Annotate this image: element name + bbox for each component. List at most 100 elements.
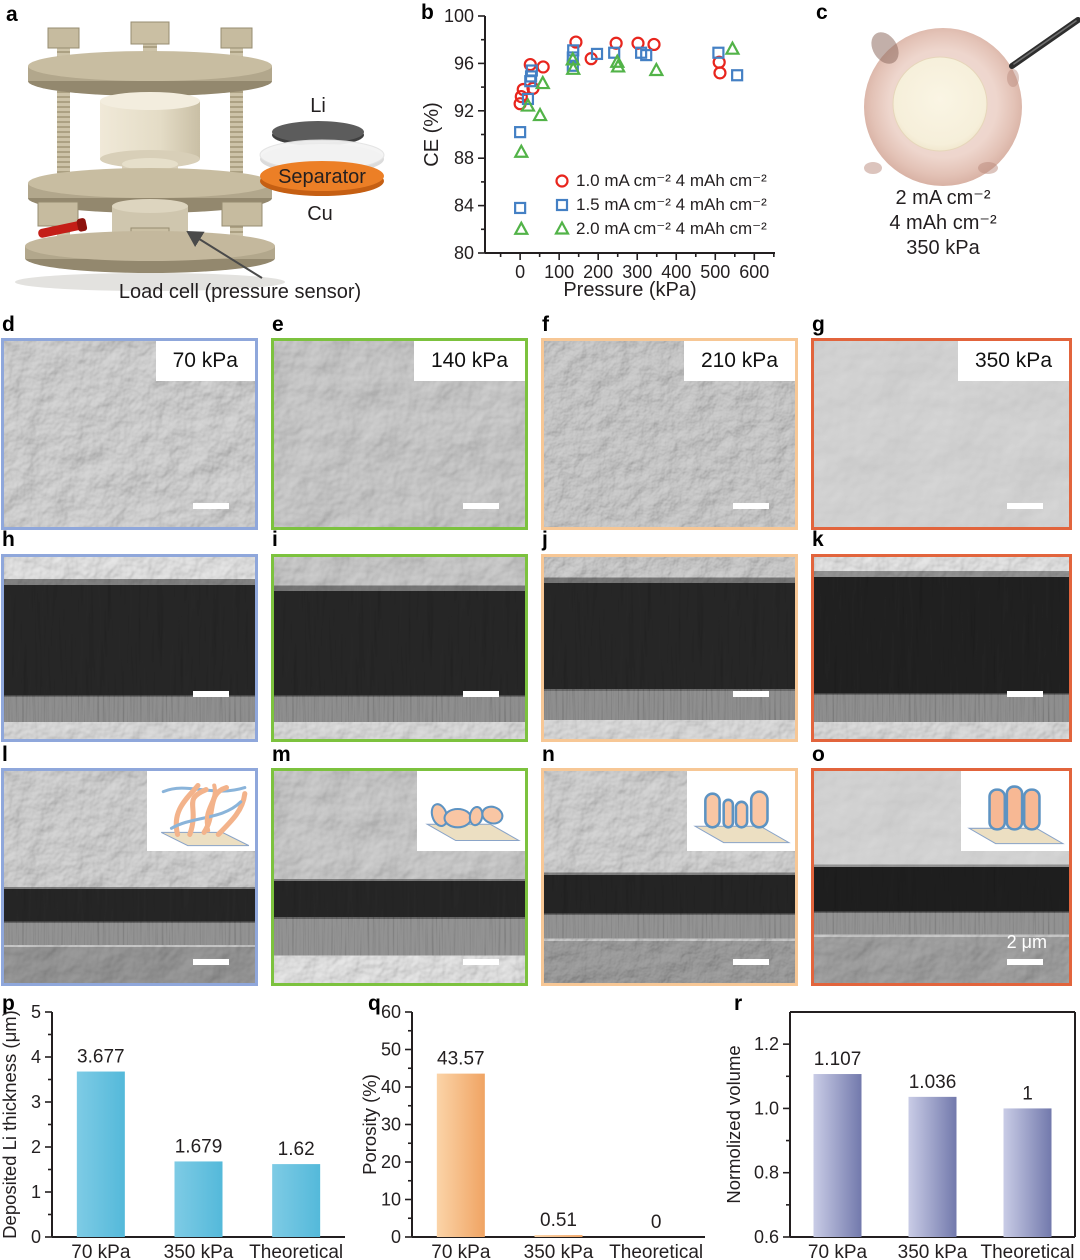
scale-bar xyxy=(733,959,769,965)
panel-letter-b: b xyxy=(421,1,434,24)
panel-letter-c: c xyxy=(816,1,828,24)
pressure-tag-text: 210 kPa xyxy=(700,349,778,372)
scale-bar xyxy=(463,691,499,697)
svg-text:20: 20 xyxy=(381,1152,401,1172)
panel-letter-m: m xyxy=(272,743,291,766)
li-thickness-bar-chart: 0 1 2 3 4 5 Deposited Li thickness (μm) 3.677 70… xyxy=(0,1002,345,1260)
red-valve-handle xyxy=(38,218,88,238)
bar-category-label: Theoretical xyxy=(609,1242,703,1260)
svg-text:600: 600 xyxy=(739,262,769,282)
svg-text:80: 80 xyxy=(454,243,474,263)
svg-text:3: 3 xyxy=(31,1092,41,1112)
panel-letter-k: k xyxy=(812,528,824,551)
scale-bar xyxy=(193,959,229,965)
scale-bar xyxy=(1007,959,1043,965)
lying-chunk-li-schematic-icon xyxy=(425,803,521,842)
condition-line-3: 350 kPa xyxy=(906,237,980,259)
plated-disc-photo-art xyxy=(864,17,1080,186)
chart-q-axes: 0 10 20 30 40 50 60 Porosity (%) xyxy=(360,1002,705,1247)
scale-bar xyxy=(463,959,499,965)
sem-tilt-image-350kpa xyxy=(814,771,1069,983)
bar-category-label: 350 kPa xyxy=(524,1242,594,1260)
li-label: Li xyxy=(310,95,326,117)
svg-text:1.0 mA cm⁻² 4 mAh cm⁻²: 1.0 mA cm⁻² 4 mAh cm⁻² xyxy=(576,171,767,190)
bar-value-label: 1.107 xyxy=(814,1049,862,1070)
panel-letter-i: i xyxy=(272,528,278,551)
chart-p-axes: 0 1 2 3 4 5 Deposited Li thickness (μm) xyxy=(0,1002,345,1247)
scale-bar xyxy=(1007,691,1043,697)
panel-letter-a: a xyxy=(6,3,18,26)
separator-label: Separator xyxy=(278,166,366,188)
scale-bar-label: 2 μm xyxy=(1006,932,1047,952)
panel-letter-g: g xyxy=(812,313,825,336)
bar-350 kPa xyxy=(174,1161,223,1237)
panel-letter-j: j xyxy=(542,528,548,551)
bar-value-label: 1.036 xyxy=(909,1072,957,1093)
pressure-tag-text: 70 kPa xyxy=(172,349,238,372)
svg-text:0: 0 xyxy=(391,1227,401,1247)
svg-text:Deposited Li thickness (μm): Deposited Li thickness (μm) xyxy=(0,1010,20,1239)
cu-disc-photo: 2 mA cm⁻² 4 mAh cm⁻² 350 kPa xyxy=(864,17,1080,259)
scale-bar xyxy=(733,503,769,509)
pressure-tag: 210 kPa xyxy=(683,341,795,381)
bar-category-label: Theoretical xyxy=(249,1242,343,1260)
schematic-inset xyxy=(961,771,1069,851)
scale-bar xyxy=(193,691,229,697)
svg-text:0.6: 0.6 xyxy=(754,1227,779,1247)
svg-text:400: 400 xyxy=(661,262,691,282)
svg-text:60: 60 xyxy=(381,1002,401,1022)
bar-value-label: 43.57 xyxy=(437,1049,485,1070)
panel-letter-f: f xyxy=(542,313,549,336)
chart-q-bars: 43.57 70 kPa 0.51 350 kPa 0 Theoretical xyxy=(431,1049,703,1260)
svg-text:1.5 mA cm⁻² 4 mAh cm⁻²: 1.5 mA cm⁻² 4 mAh cm⁻² xyxy=(576,195,767,214)
svg-text:1: 1 xyxy=(31,1182,41,1202)
svg-text:CE (%): CE (%) xyxy=(421,102,443,166)
panel-letter-r: r xyxy=(734,992,743,1015)
bar-350 kPa xyxy=(534,1235,583,1237)
svg-text:0: 0 xyxy=(31,1227,41,1247)
whisker-li-schematic-icon xyxy=(161,782,250,847)
pressure-tag-text: 140 kPa xyxy=(430,349,508,372)
series-triangle xyxy=(513,40,741,235)
bar-category-label: 70 kPa xyxy=(808,1242,868,1260)
pressure-tag: 70 kPa xyxy=(155,341,255,381)
sem-panel-k xyxy=(811,554,1072,742)
bar-Theoretical xyxy=(272,1164,321,1237)
sem-panel-g: 350 kPa xyxy=(811,338,1072,530)
bar-value-label: 1 xyxy=(1022,1083,1033,1104)
svg-text:2: 2 xyxy=(31,1137,41,1157)
sem-cross-section-image-210kpa xyxy=(544,557,795,739)
svg-text:200: 200 xyxy=(583,262,613,282)
schematic-inset xyxy=(147,771,255,851)
porosity-bar-chart: 0 10 20 30 40 50 60 Porosity (%) 43.57 70 kPa 0.51… xyxy=(360,1002,705,1260)
bar-category-label: Theoretical xyxy=(981,1242,1075,1260)
svg-text:88: 88 xyxy=(454,148,474,168)
ce-vs-pressure-scatter-chart: 0 100 200 300 400 500 6008084889296100Pressure… xyxy=(421,6,775,301)
svg-text:92: 92 xyxy=(454,101,474,121)
chart-r-axes: 0.6 0.8 1.0 1.2 Normolized volume xyxy=(723,1011,1076,1247)
bar-value-label: 1.679 xyxy=(175,1136,223,1157)
bar-70 kPa xyxy=(76,1071,125,1237)
svg-text:100: 100 xyxy=(444,6,474,26)
svg-text:4: 4 xyxy=(31,1047,41,1067)
svg-text:Pressure (kPa): Pressure (kPa) xyxy=(563,279,696,301)
svg-text:0: 0 xyxy=(515,262,525,282)
chart-p-bars: 3.677 70 kPa 1.679 350 kPa 1.62 Theoretical xyxy=(71,1047,343,1260)
sem-panel-o: 2 μm xyxy=(811,768,1072,986)
normalized-volume-bar-chart: 0.6 0.8 1.0 1.2 Normolized volume 1.107 70 kPa… xyxy=(723,1011,1076,1260)
sem-panel-h xyxy=(1,554,258,742)
chart-r-bars: 1.107 70 kPa 1.036 350 kPa 1 Theoretical xyxy=(808,1049,1075,1260)
sem-panel-f: 210 kPa xyxy=(541,338,798,530)
load-cell-caption: Load cell (pressure sensor) xyxy=(119,281,361,303)
sem-panel-i xyxy=(271,554,528,742)
cell-apparatus-art xyxy=(15,21,285,291)
pressure-tag: 140 kPa xyxy=(413,341,525,381)
sem-panel-l xyxy=(1,768,258,986)
panel-letter-o: o xyxy=(812,743,825,766)
svg-text:100: 100 xyxy=(544,262,574,282)
bar-category-label: 350 kPa xyxy=(898,1242,968,1260)
svg-text:10: 10 xyxy=(381,1190,401,1210)
bar-70 kPa xyxy=(813,1074,862,1237)
svg-text:0.8: 0.8 xyxy=(754,1163,779,1183)
